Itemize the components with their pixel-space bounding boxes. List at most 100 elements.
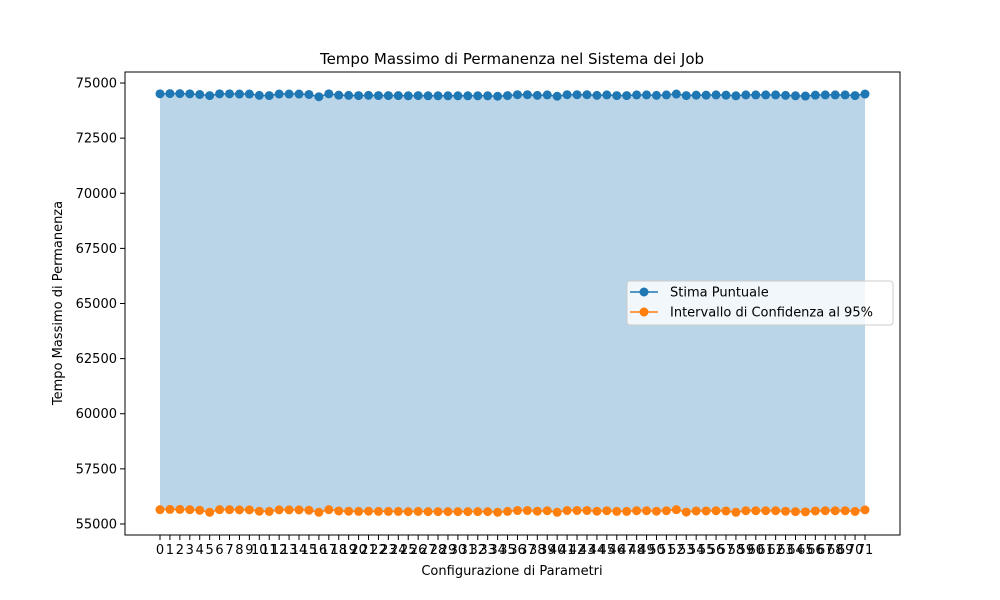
data-point — [721, 90, 731, 100]
data-point — [195, 505, 205, 515]
series-stima-puntuale — [155, 89, 870, 102]
x-tick-label: 52 — [668, 543, 685, 558]
x-tick-label: 43 — [579, 543, 596, 558]
data-point — [612, 506, 622, 516]
data-point — [681, 507, 691, 517]
data-point — [314, 507, 324, 517]
data-point — [393, 506, 403, 516]
data-point — [473, 507, 483, 517]
x-tick-label: 25 — [400, 543, 417, 558]
x-tick-label: 12 — [271, 543, 288, 558]
data-point — [453, 91, 463, 101]
y-tick-label: 62500 — [76, 352, 117, 367]
data-point — [453, 507, 463, 517]
data-point — [612, 91, 622, 101]
data-point — [642, 506, 652, 516]
data-point — [562, 90, 572, 100]
data-point — [503, 91, 513, 101]
x-tick-label: 61 — [757, 543, 774, 558]
confidence-fill-layer — [160, 93, 865, 513]
data-point — [582, 90, 592, 100]
data-point — [711, 506, 721, 516]
x-tick-label: 13 — [281, 543, 298, 558]
x-tick-label: 70 — [847, 543, 864, 558]
data-point — [731, 507, 741, 517]
x-tick-label: 62 — [767, 543, 784, 558]
y-tick-label: 60000 — [76, 407, 117, 422]
x-tick-label: 71 — [857, 543, 874, 558]
x-tick-label: 58 — [728, 543, 745, 558]
x-tick-label: 69 — [837, 543, 854, 558]
data-point — [840, 90, 850, 100]
legend-label: Stima Puntuale — [670, 286, 769, 301]
data-point — [632, 506, 642, 516]
x-tick-label: 7 — [225, 543, 233, 558]
data-point — [800, 91, 810, 101]
x-tick-label: 48 — [628, 543, 645, 558]
chart-title: Tempo Massimo di Permanenza nel Sistema … — [319, 50, 704, 68]
data-point — [731, 91, 741, 101]
data-point — [175, 89, 185, 99]
data-point — [383, 506, 393, 516]
data-point — [721, 506, 731, 516]
data-point — [403, 507, 413, 517]
data-point — [443, 91, 453, 101]
data-point — [532, 90, 542, 100]
data-point — [572, 506, 582, 516]
data-point — [413, 506, 423, 516]
data-point — [542, 90, 552, 100]
data-point — [751, 90, 761, 100]
data-point — [334, 90, 344, 100]
data-point — [671, 89, 681, 99]
data-point — [403, 91, 413, 101]
data-point — [483, 91, 493, 101]
x-tick-label: 38 — [529, 543, 546, 558]
x-tick-label: 29 — [440, 543, 457, 558]
legend-marker — [639, 287, 649, 297]
legend-box — [626, 280, 894, 326]
data-point — [274, 505, 284, 515]
data-point — [711, 90, 721, 100]
data-point — [691, 506, 701, 516]
data-point — [165, 504, 175, 514]
x-tick-label: 24 — [390, 543, 407, 558]
x-tick-label: 27 — [420, 543, 437, 558]
data-point — [751, 506, 761, 516]
x-tick-label: 17 — [321, 543, 338, 558]
data-point — [304, 505, 314, 515]
data-point — [373, 91, 383, 101]
data-point — [681, 91, 691, 101]
data-point — [810, 90, 820, 100]
x-tick-label: 46 — [608, 543, 625, 558]
x-axis-title: Configurazione di Parametri — [421, 564, 602, 579]
data-point — [215, 505, 225, 515]
data-point — [165, 89, 175, 99]
data-point — [234, 505, 244, 515]
data-point — [443, 507, 453, 517]
data-point — [324, 505, 334, 515]
data-point — [602, 90, 612, 100]
data-point — [195, 89, 205, 99]
series-intervallo-confidenza — [155, 504, 870, 517]
data-point — [850, 91, 860, 101]
data-point — [671, 505, 681, 515]
legend: Stima Puntuale Intervallo di Confidenza a… — [626, 280, 894, 326]
x-tick-label: 19 — [340, 543, 357, 558]
x-tick-label: 67 — [817, 543, 834, 558]
x-tick-label: 32 — [469, 543, 486, 558]
x-tick-label: 11 — [261, 543, 278, 558]
x-tick-label: 66 — [807, 543, 824, 558]
x-tick-label: 4 — [196, 543, 204, 558]
data-point — [761, 506, 771, 516]
data-point — [781, 506, 791, 516]
x-tick-label: 41 — [559, 543, 576, 558]
x-tick-label: 0 — [156, 543, 164, 558]
data-point — [741, 90, 751, 100]
data-point — [622, 91, 632, 101]
data-point — [592, 506, 602, 516]
legend-item: Stima Puntuale — [630, 286, 769, 301]
x-tick-label: 34 — [489, 543, 506, 558]
data-point — [185, 505, 195, 515]
data-point — [790, 91, 800, 101]
